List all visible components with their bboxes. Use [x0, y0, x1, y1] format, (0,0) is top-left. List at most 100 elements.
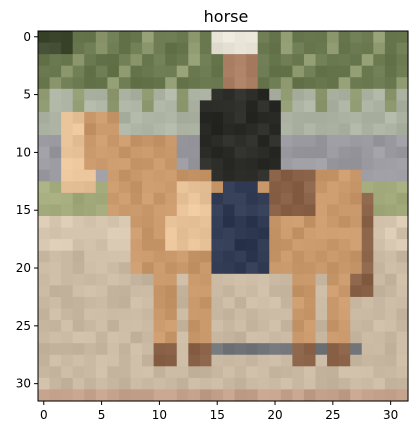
- pixel: [338, 31, 351, 44]
- pixel: [292, 354, 305, 367]
- pixel: [292, 320, 305, 333]
- pixel: [38, 88, 51, 101]
- pixel: [257, 285, 270, 298]
- pixel: [246, 135, 259, 148]
- pixel: [176, 320, 189, 333]
- pixel: [107, 65, 120, 78]
- pixel: [95, 135, 108, 148]
- pixel: [246, 146, 259, 159]
- pixel: [61, 77, 74, 90]
- pixel: [350, 123, 363, 136]
- pixel: [234, 100, 247, 113]
- y-tick-label: 15: [16, 203, 31, 217]
- pixel: [257, 389, 270, 402]
- pixel: [61, 320, 74, 333]
- pixel: [292, 192, 305, 206]
- pixel: [95, 389, 108, 402]
- pixel: [280, 239, 293, 252]
- pixel: [361, 123, 374, 136]
- pixel: [234, 88, 247, 101]
- pixel: [107, 192, 120, 206]
- pixel: [153, 88, 166, 101]
- pixel: [350, 296, 363, 310]
- pixel: [280, 135, 293, 148]
- axes-frame: [37, 30, 409, 402]
- pixel: [280, 227, 293, 240]
- pixel: [38, 192, 51, 206]
- pixel: [142, 169, 155, 182]
- pixel: [303, 54, 317, 67]
- pixel: [188, 216, 201, 229]
- pixel: [246, 296, 259, 310]
- pixel: [84, 331, 97, 344]
- pixel: [165, 192, 178, 206]
- pixel: [38, 320, 51, 333]
- pixel: [223, 158, 236, 171]
- pixel: [223, 181, 236, 194]
- pixel: [280, 343, 293, 356]
- pixel: [142, 192, 155, 206]
- pixel: [153, 169, 166, 182]
- pixel: [384, 65, 398, 78]
- pixel: [269, 158, 282, 171]
- pixel: [199, 31, 213, 44]
- pixel: [338, 169, 351, 182]
- pixel: [373, 54, 386, 67]
- pixel: [292, 146, 305, 159]
- pixel: [199, 169, 213, 182]
- pixel: [165, 65, 178, 78]
- pixel: [384, 354, 398, 367]
- pixel: [223, 308, 236, 321]
- pixel: [211, 273, 224, 286]
- pixel: [246, 216, 259, 229]
- pixel: [38, 204, 51, 217]
- pixel: [269, 192, 282, 206]
- pixel: [373, 65, 386, 78]
- pixel: [327, 227, 340, 240]
- pixel: [384, 77, 398, 90]
- pixel: [118, 158, 132, 171]
- pixel: [165, 262, 178, 275]
- pixel: [257, 192, 270, 206]
- pixel: [315, 227, 328, 240]
- pixel: [257, 123, 270, 136]
- pixel: [361, 169, 374, 182]
- pixel: [107, 181, 120, 194]
- pixel: [72, 354, 85, 367]
- pixel: [350, 366, 363, 379]
- pixel: [199, 158, 213, 171]
- pixel: [199, 88, 213, 101]
- pixel: [292, 158, 305, 171]
- pixel: [176, 111, 189, 125]
- pixel: [292, 100, 305, 113]
- pixel: [234, 285, 247, 298]
- pixel: [118, 273, 132, 286]
- pixel: [257, 239, 270, 252]
- pixel: [84, 262, 97, 275]
- pixel: [118, 123, 132, 136]
- y-tick-label: 5: [23, 88, 31, 102]
- pixel: [188, 135, 201, 148]
- pixel: [350, 250, 363, 263]
- pixel: [130, 331, 143, 344]
- pixel: [373, 216, 386, 229]
- pixel: [153, 389, 166, 402]
- pixel: [72, 65, 85, 78]
- pixel: [223, 204, 236, 217]
- pixel: [107, 158, 120, 171]
- pixel: [38, 111, 51, 125]
- pixel: [246, 31, 259, 44]
- pixel: [38, 227, 51, 240]
- pixel: [269, 250, 282, 263]
- pixel: [338, 158, 351, 171]
- pixel: [350, 100, 363, 113]
- pixel: [130, 146, 143, 159]
- pixel: [338, 389, 351, 402]
- pixel: [118, 250, 132, 263]
- pixel: [396, 296, 409, 310]
- pixel: [292, 181, 305, 194]
- pixel: [130, 216, 143, 229]
- pixel: [384, 250, 398, 263]
- pixel: [107, 377, 120, 391]
- pixel: [199, 123, 213, 136]
